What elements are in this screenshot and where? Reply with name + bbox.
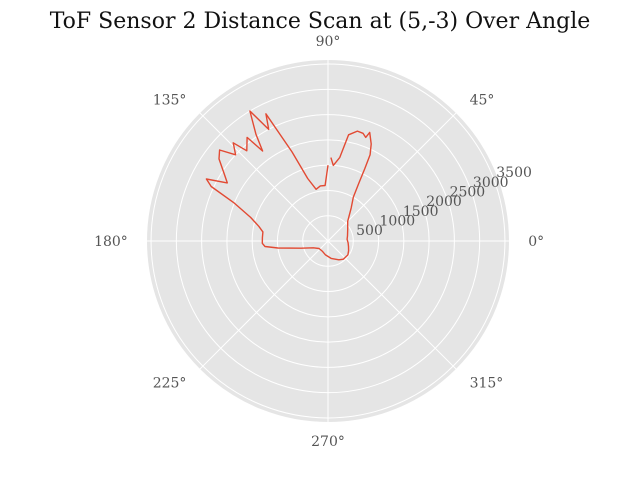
angle-tick-label: 45°: [470, 92, 495, 108]
plot-area: 0°45°90°135°180°225°270°315°500100015002…: [94, 34, 544, 450]
angle-tick-label: 270°: [311, 434, 345, 450]
angle-tick-label: 315°: [470, 376, 504, 392]
angle-tick-label: 135°: [153, 92, 187, 108]
chart-title: ToF Sensor 2 Distance Scan at (5,-3) Ove…: [50, 9, 591, 34]
radial-tick-label: 3500: [496, 165, 532, 181]
angle-tick-label: 90°: [316, 34, 341, 50]
grid-layer: [146, 59, 510, 423]
angle-tick-label: 180°: [94, 234, 128, 250]
angle-tick-label: 225°: [153, 376, 187, 392]
angle-tick-label: 0°: [528, 234, 544, 250]
